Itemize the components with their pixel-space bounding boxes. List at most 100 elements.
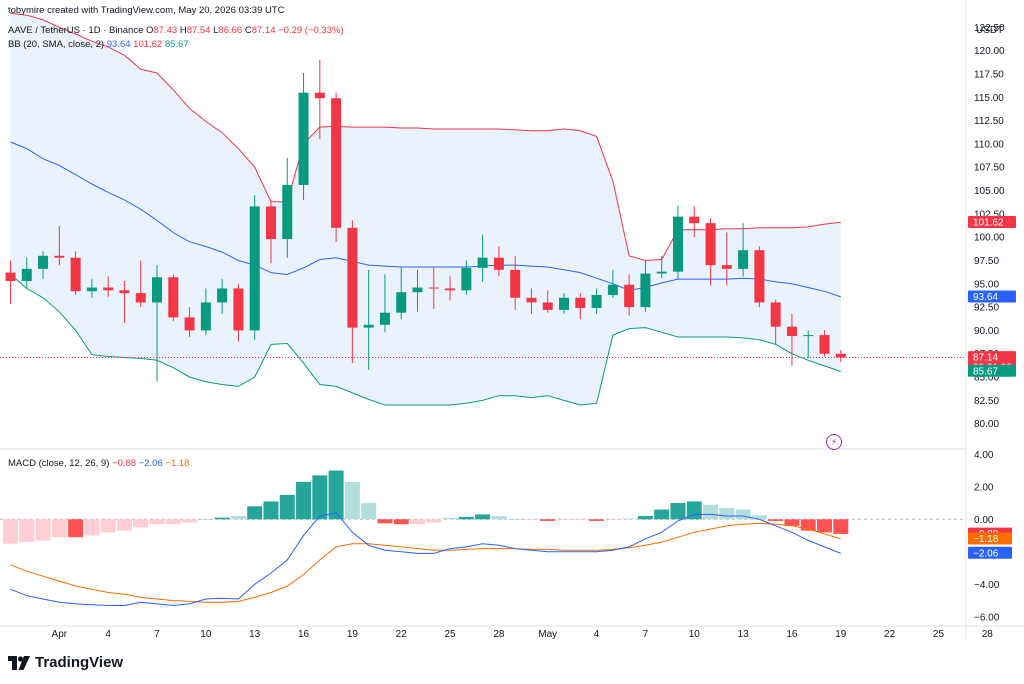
macd-hist-bar: [637, 516, 653, 520]
time-tick-label: 16: [786, 629, 798, 640]
candle-body: [152, 277, 163, 303]
macd-hist-bar: [410, 519, 425, 525]
macd-signal-line: [10, 522, 841, 603]
candle-body: [640, 273, 651, 308]
macd-hist-bar: [35, 519, 51, 541]
bb-upper-line: [10, 12, 841, 262]
macd-hist-bar: [556, 519, 572, 521]
candle-body: [803, 335, 814, 337]
axis-currency: USDT: [976, 25, 1003, 36]
macd-hist-bar: [214, 517, 230, 520]
time-tick-label: 25: [444, 629, 456, 640]
candle-body: [331, 98, 342, 228]
time-tick-label: 7: [643, 629, 649, 640]
macd-legend: MACD (close, 12, 26, 9) −0.88 −2.06 −1.1…: [8, 458, 189, 469]
time-tick-label: 19: [347, 629, 359, 640]
bb-lower-line: [10, 274, 841, 406]
ohlc-low: 86.66: [218, 25, 243, 36]
time-tick-label: 13: [249, 629, 261, 640]
macd-hist-bar: [393, 519, 409, 525]
time-tick-label: 4: [105, 629, 111, 640]
macd-label-text: −1.18: [973, 534, 999, 545]
price-tick-label: 122.50: [974, 23, 1005, 34]
macd-hist-bar: [116, 519, 132, 531]
candle-body: [689, 216, 700, 224]
bb-lower-value: 85.67: [164, 39, 189, 50]
macd-label-badge: [968, 532, 1012, 545]
macd-hist-bar: [426, 519, 442, 523]
price-label-text: 87.14: [973, 353, 998, 364]
candle-body: [721, 265, 732, 269]
time-tick-label: 28: [493, 629, 505, 640]
macd-tick-label: 2.00: [974, 482, 994, 493]
candle-body: [477, 257, 488, 268]
macd-line: [10, 512, 841, 607]
tradingview-logo-icon: [8, 655, 30, 670]
candle-body: [184, 317, 195, 331]
candle-body: [526, 297, 537, 303]
macd-hist-bar: [328, 470, 344, 520]
bb-band-fill: [10, 13, 841, 406]
candle-body: [445, 288, 456, 291]
macd-hist-bar: [377, 519, 393, 524]
macd-hist-bar: [458, 516, 474, 520]
macd-hist-bar: [670, 503, 686, 520]
candle-body: [168, 277, 179, 318]
bb-basis-value: 93.64: [106, 39, 131, 50]
time-tick-label: 19: [835, 629, 847, 640]
macd-hist-bar: [784, 519, 800, 526]
price-tick-label: 102.50: [974, 209, 1005, 220]
candle-body: [591, 294, 602, 309]
price-tick-label: 117.50: [974, 69, 1004, 80]
bb-title[interactable]: BB (20, SMA, close, 2): [8, 39, 105, 50]
candle-body: [835, 353, 846, 358]
candle-body: [819, 335, 830, 354]
candle-body: [314, 92, 325, 99]
macd-hist-bar: [751, 515, 767, 520]
macd-hist-bar: [833, 519, 849, 534]
macd-hist-bar: [312, 475, 328, 520]
macd-hist-bar: [51, 519, 67, 538]
macd-tick-label: −6.00: [974, 612, 1000, 623]
macd-hist-value: −0.88: [112, 458, 137, 469]
price-label-badge: [968, 216, 1016, 229]
macd-hist-bar: [182, 519, 198, 523]
candle-body: [786, 326, 797, 337]
bb-legend: BB (20, SMA, close, 2) 93.64 101.62 85.6…: [8, 39, 189, 50]
macd-hist-bar: [3, 519, 18, 544]
price-tick-label: 100.00: [974, 233, 1005, 244]
candle-body: [86, 287, 97, 292]
tradingview-logo-text: TradingView: [35, 654, 124, 671]
ohlc-open-label: O: [146, 25, 154, 36]
macd-title[interactable]: MACD (close, 12, 26, 9): [8, 458, 110, 469]
macd-hist-bar: [523, 519, 539, 521]
candle-body: [298, 92, 309, 185]
ohlc-high: 87.54: [186, 25, 211, 36]
macd-hist-bar: [361, 503, 377, 520]
time-tick-label: 13: [738, 629, 750, 640]
candle-body: [770, 302, 781, 327]
price-tick-label: 97.50: [974, 256, 999, 267]
macd-hist-bar: [279, 494, 295, 520]
chart-credit: tobymire created with TradingView.com, M…: [8, 5, 285, 16]
price-tick-label: 107.50: [974, 163, 1005, 174]
candle-body: [493, 257, 504, 270]
price-label-text: 85.67: [973, 366, 998, 377]
price-tick-label: 110.00: [974, 139, 1004, 150]
candle-body: [5, 272, 16, 281]
price-label-badge: [968, 290, 1016, 303]
time-tick-label: 22: [884, 629, 896, 640]
price-tick-label: 85.00: [974, 373, 999, 384]
macd-hist-bar: [605, 519, 621, 521]
lightning-icon[interactable]: ⚡: [826, 434, 842, 450]
symbol-name[interactable]: AAVE / TetherUS · 1D · Binance: [8, 25, 144, 36]
macd-hist-bar: [296, 481, 312, 520]
candle-body: [119, 290, 130, 294]
price-tick-label: 82.50: [974, 396, 999, 407]
price-label-text: 101.62: [973, 218, 1004, 229]
time-tick-label: 25: [933, 629, 945, 640]
time-tick-label: 16: [298, 629, 310, 640]
candle-body: [624, 284, 635, 308]
candle-body: [379, 312, 390, 325]
